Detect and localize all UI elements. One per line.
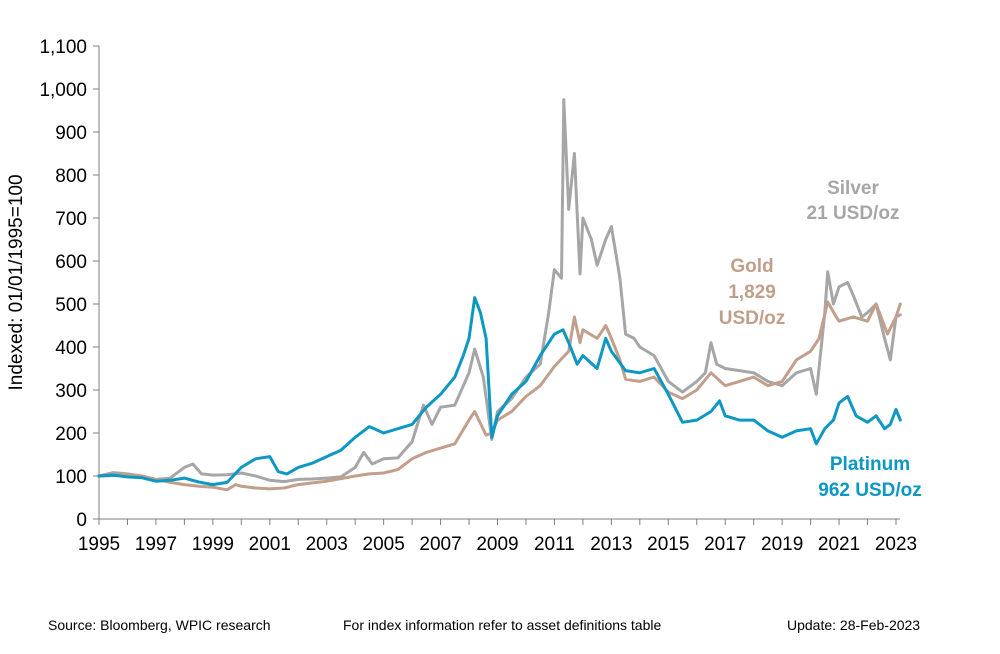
footer-source: Source: Bloomberg, WPIC research (48, 617, 271, 633)
series-label-silver: 21 USD/oz (807, 203, 900, 224)
y-tick-label: 600 (55, 252, 87, 273)
y-axis-title: Indexed: 01/01/1995=100 (6, 174, 27, 390)
series-line-gold (97, 300, 902, 492)
x-tick-label: 2013 (590, 534, 632, 555)
footer-update: Update: 28-Feb-2023 (787, 617, 921, 633)
y-tick-label: 1,000 (39, 80, 87, 101)
y-tick-label: 800 (55, 166, 87, 187)
x-tick-label: 2021 (818, 534, 860, 555)
x-tick-label: 1997 (135, 534, 177, 555)
x-tick-label: 2015 (647, 534, 689, 555)
x-tick-label: 2017 (704, 534, 746, 555)
y-tick-label: 900 (55, 123, 87, 144)
x-tick-label: 2005 (363, 534, 405, 555)
x-tick-label: 2009 (476, 534, 518, 555)
x-tick-label: 1999 (192, 534, 234, 555)
y-tick-label: 700 (55, 209, 87, 230)
x-tick-label: 2023 (875, 534, 917, 555)
y-tick-label: 500 (55, 295, 87, 316)
x-tick-label: 2003 (306, 534, 348, 555)
x-tick-label: 2007 (419, 534, 461, 555)
y-tick-label: 400 (55, 338, 87, 359)
footer-note: For index information refer to asset def… (343, 617, 662, 633)
series-label-platinum: 962 USD/oz (818, 480, 921, 501)
series-label-gold: Gold (730, 256, 773, 277)
series-labels: Silver 21 USD/oz Gold 1,829 USD/oz Platinum 96… (719, 178, 922, 501)
y-tick-label: 300 (55, 381, 87, 402)
x-tick-label: 2019 (761, 534, 803, 555)
y-tick-label: 200 (55, 424, 87, 445)
price-chart: 0 100 200 300 400 500 600 700 800 900 1,000 1,100 19… (6, 37, 922, 555)
series-label-platinum: Platinum (830, 454, 910, 475)
series-label-gold: USD/oz (719, 308, 786, 329)
axes: 0 100 200 300 400 500 600 700 800 900 1,000 1,100 19… (6, 37, 917, 555)
x-tick-label: 1995 (78, 534, 120, 555)
series-line-silver (97, 98, 902, 484)
y-tick-label: 1,100 (39, 37, 87, 58)
series-label-gold: 1,829 (728, 282, 776, 303)
series-label-silver: Silver (827, 178, 879, 199)
series-lines (97, 98, 902, 492)
x-tick-label: 2001 (249, 534, 291, 555)
y-tick-label: 0 (76, 510, 87, 531)
x-tick-label: 2011 (534, 534, 575, 555)
y-tick-label: 100 (55, 467, 87, 488)
series-line-platinum (97, 296, 902, 487)
